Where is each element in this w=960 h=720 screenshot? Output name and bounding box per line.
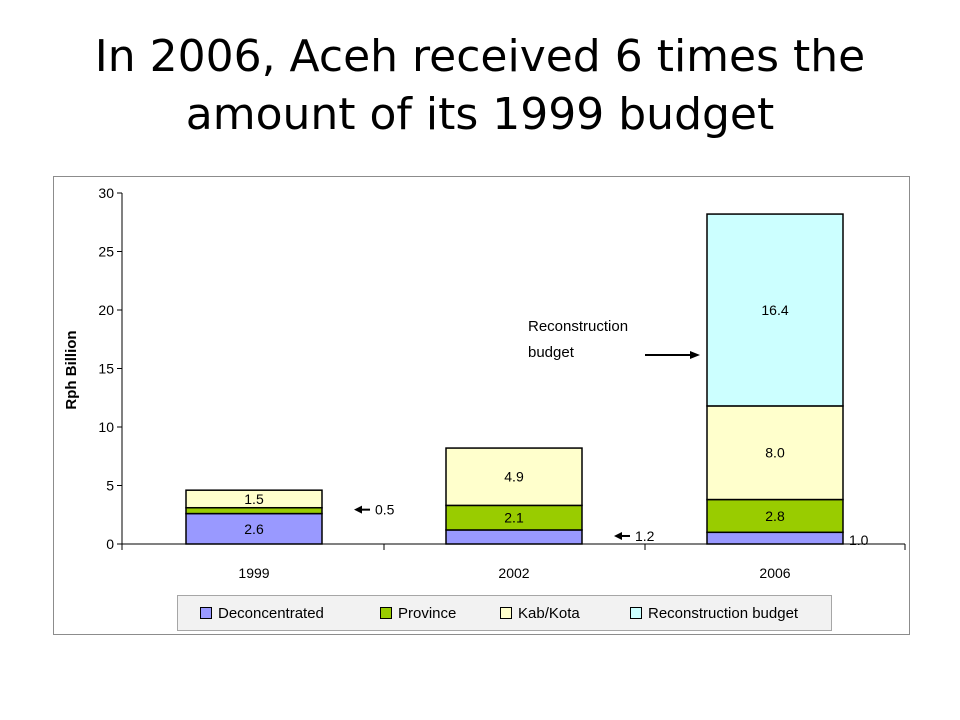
data-label: 1.0 — [849, 532, 869, 548]
bar-segment — [185, 512, 323, 545]
bar-segment — [185, 506, 323, 515]
legend: Deconcentrated Province Kab/Kota Reconst… — [177, 595, 832, 631]
bar-segment — [706, 405, 844, 501]
legend-item-province: Province — [380, 605, 456, 622]
data-label: 8.0 — [765, 445, 785, 461]
annotation-text-line-2: budget — [528, 344, 575, 361]
bar-segment — [706, 498, 844, 534]
legend-label: Deconcentrated — [218, 605, 324, 622]
y-tick-label: 15 — [98, 361, 114, 377]
legend-label: Reconstruction budget — [648, 605, 799, 622]
data-label: 16.4 — [761, 302, 788, 318]
data-label: 0.5 — [375, 502, 395, 518]
slide-title-line-1: In 2006, Aceh received 6 times the — [94, 31, 866, 82]
y-tick-label: 25 — [98, 244, 114, 260]
x-tick-label: 2006 — [759, 565, 790, 581]
y-tick-label: 5 — [106, 478, 114, 494]
legend-swatch-kab-kota — [500, 607, 512, 619]
data-label: 1.5 — [244, 491, 264, 507]
y-tick-label: 0 — [106, 536, 114, 552]
legend-item-deconcentrated: Deconcentrated — [200, 605, 324, 622]
y-tick-label: 20 — [98, 302, 114, 318]
data-label: 2.6 — [244, 521, 264, 537]
slide-title: In 2006, Aceh received 6 times the amoun… — [60, 28, 900, 144]
label-arrowhead — [354, 505, 362, 514]
bar-segment — [445, 529, 583, 545]
bar-segment — [445, 447, 583, 507]
data-labels: 2.6 1.2 1.0 0.5 2.1 2.8 1.5 4.9 8.0 16.4 — [244, 302, 868, 548]
data-label: 4.9 — [504, 469, 524, 485]
legend-swatch-deconcentrated — [200, 607, 212, 619]
slide-title-line-2: amount of its 1999 budget — [185, 89, 775, 140]
x-tick-label: 2002 — [498, 565, 529, 581]
data-label: 2.8 — [765, 508, 785, 524]
bar-segment — [706, 213, 844, 407]
legend-label: Province — [398, 605, 457, 622]
bar-segment — [706, 531, 844, 545]
label-arrowhead — [614, 531, 622, 540]
legend-item-reconstruction-budget: Reconstruction budget — [630, 605, 798, 622]
annotation-text-line-1: Reconstruction — [528, 318, 628, 335]
y-tick-label: 10 — [98, 419, 114, 435]
y-tick-label: 30 — [98, 185, 114, 201]
bar-segment — [445, 504, 583, 531]
legend-label: Kab/Kota — [518, 605, 580, 622]
data-label: 2.1 — [504, 510, 524, 526]
annotation-arrowhead — [690, 351, 700, 359]
annotation: Reconstruction budget — [528, 318, 700, 361]
bars — [185, 213, 844, 545]
legend-swatch-province — [380, 607, 392, 619]
legend-swatch-reconstruction-budget — [630, 607, 642, 619]
x-tick-label: 1999 — [238, 565, 269, 581]
legend-item-kab-kota: Kab/Kota — [500, 605, 580, 622]
bar-segment — [185, 489, 323, 509]
data-label: 1.2 — [635, 528, 655, 544]
y-axis-label: Rph Billion — [63, 330, 80, 409]
